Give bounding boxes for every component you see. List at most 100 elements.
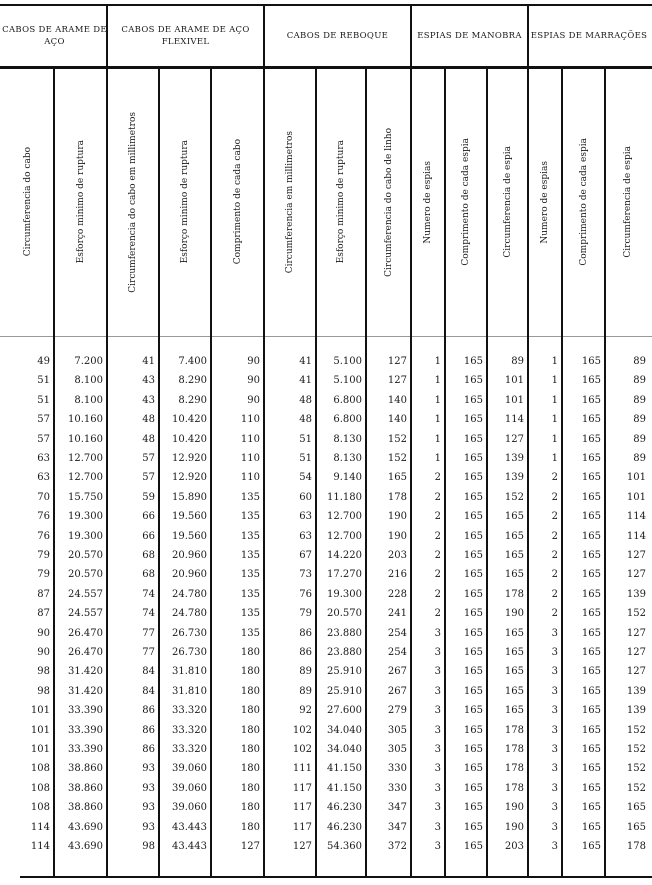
column-header-label: Comprimento de cada espia: [461, 138, 471, 266]
table-cell: 165: [581, 588, 601, 600]
table-cell: 165: [504, 550, 524, 561]
table-cell: 1: [551, 394, 558, 406]
table-cell: 152: [626, 782, 646, 794]
table-cell: 165: [626, 802, 646, 814]
table-cell: 2: [551, 608, 558, 620]
table-cell: 77: [142, 627, 155, 639]
table-cell: 73: [299, 569, 312, 581]
column-header-label: Circumferencia de espia: [622, 146, 633, 258]
table-cell: 20.570: [327, 608, 362, 620]
table-cell: 165: [581, 841, 601, 852]
table-cell: 135: [240, 511, 260, 523]
table-cell: 76: [37, 530, 50, 542]
table-cell: 110: [240, 414, 260, 426]
table-cell: 165: [463, 782, 483, 794]
table-cell: 54: [299, 472, 312, 484]
table-cell: 89: [633, 433, 646, 445]
column-header: Circumferencia de espia: [487, 72, 528, 332]
table-cell: 11.180: [327, 491, 362, 503]
column-header-label: Numero de espias: [540, 160, 550, 244]
table-cell: 165: [463, 763, 483, 775]
table-cell: 26.730: [172, 647, 207, 658]
table-cell: 3: [551, 782, 558, 794]
table-cell: 178: [504, 782, 524, 794]
table-cell: 1: [434, 453, 441, 464]
table-cell: 228: [387, 588, 407, 600]
table-cell: 165: [504, 627, 524, 639]
table-cell: 165: [581, 782, 601, 794]
table-cell: 90: [247, 394, 260, 406]
table-cell: 89: [633, 375, 646, 387]
table-cell: 165: [463, 550, 483, 561]
table-cell: 79: [299, 608, 312, 620]
table-cell: 6.800: [333, 414, 362, 426]
table-cell: 79: [37, 550, 50, 561]
column-divider: [410, 68, 412, 876]
table-cell: 86: [142, 744, 155, 755]
column-divider: [315, 68, 317, 876]
table-cell: 111: [292, 763, 312, 775]
table-cell: 140: [387, 394, 407, 406]
table-cell: 165: [581, 453, 601, 464]
table-cell: 165: [581, 647, 601, 658]
table-cell: 43: [142, 375, 155, 387]
table-cell: 165: [581, 569, 601, 581]
table-cell: 3: [434, 724, 441, 736]
table-cell: 254: [387, 647, 407, 658]
column-header-label: Circumferencia de espia: [502, 146, 513, 258]
table-cell: 178: [504, 724, 524, 736]
table-cell: 98: [37, 666, 50, 678]
table-cell: 43.443: [172, 841, 207, 852]
table-cell: 165: [463, 511, 483, 523]
table-cell: 127: [504, 433, 524, 445]
table-cell: 127: [626, 666, 646, 678]
table-cell: 51: [37, 375, 50, 387]
table-cell: 3: [434, 705, 441, 717]
table-cell: 165: [463, 375, 483, 387]
table-cell: 165: [463, 724, 483, 736]
table-cell: 8.290: [178, 375, 207, 387]
table-cell: 180: [240, 802, 260, 814]
table-cell: 86: [299, 647, 312, 658]
table-cell: 180: [240, 666, 260, 678]
table-cell: 46.230: [327, 802, 362, 814]
column-header: Circumferencia do cabo de linho: [366, 72, 411, 332]
table-cell: 60: [299, 491, 312, 503]
table-cell: 77: [142, 647, 155, 658]
table-cell: 24.780: [172, 608, 207, 620]
table-cell: 108: [30, 802, 50, 814]
table-cell: 127: [626, 550, 646, 561]
table-cell: 19.300: [68, 530, 103, 542]
table-cell: 3: [551, 841, 558, 852]
table-cell: 57: [142, 453, 155, 464]
table-cell: 135: [240, 569, 260, 581]
table-cell: 8.130: [333, 453, 362, 464]
table-cell: 19.560: [172, 530, 207, 542]
table-cell: 38.860: [68, 802, 103, 814]
table-cell: 165: [463, 841, 483, 852]
table-cell: 26.470: [68, 627, 103, 639]
table-cell: 87: [37, 588, 50, 600]
table-cell: 165: [581, 394, 601, 406]
table-cell: 254: [387, 627, 407, 639]
table-cell: 86: [142, 705, 155, 717]
table-cell: 3: [551, 705, 558, 717]
table-cell: 127: [240, 841, 260, 852]
column-header: Comprimento de cada espia: [562, 72, 605, 332]
table-cell: 31.420: [68, 685, 103, 697]
table-cell: 66: [142, 530, 155, 542]
table-cell: 33.320: [172, 744, 207, 755]
table-cell: 101: [626, 472, 646, 484]
table-cell: 165: [504, 530, 524, 542]
column-divider: [365, 68, 367, 876]
table-cell: 38.860: [68, 782, 103, 794]
table-cell: 165: [463, 588, 483, 600]
table-cell: 114: [504, 414, 524, 426]
column-divider: [486, 68, 488, 876]
table-cell: 305: [387, 724, 407, 736]
table-cell: 3: [434, 782, 441, 794]
table-cell: 108: [30, 763, 50, 775]
table-cell: 84: [142, 666, 155, 678]
table-cell: 190: [387, 511, 407, 523]
table-cell: 2: [551, 491, 558, 503]
